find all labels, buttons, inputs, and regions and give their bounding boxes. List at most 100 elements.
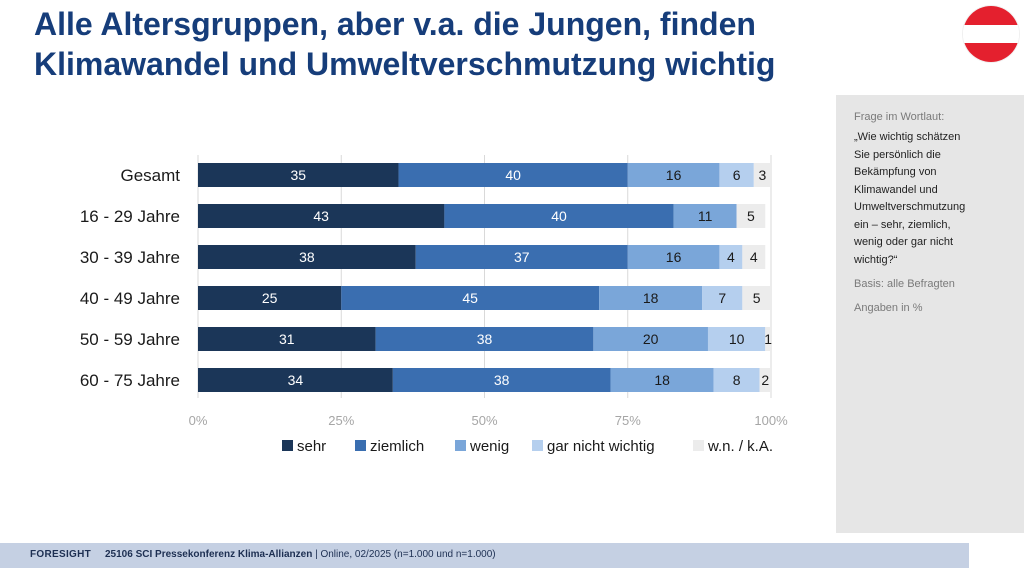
data-label: 38 [477, 331, 493, 347]
question-line: „Wie wichtig schätzen [854, 131, 961, 143]
footer-details: | Online, 02/2025 (n=1.000 und n=1.000) [312, 549, 496, 560]
bar-segment [759, 368, 771, 392]
data-label: 7 [718, 290, 726, 306]
legend-swatch [693, 440, 704, 451]
legend-swatch [282, 440, 293, 451]
data-label: 3 [759, 167, 767, 183]
question-line: wenig oder gar nicht [854, 236, 954, 248]
legend-label: w.n. / k.A. [707, 438, 773, 455]
x-tick-label: 100% [754, 413, 788, 428]
flag-stripe-bottom [963, 43, 1019, 62]
data-label: 8 [733, 372, 741, 388]
bar-segment [713, 368, 760, 392]
stacked-bar-chart: 0% 25% 50% 75% 100% Gesamt 35 40 16 6 3 16 - 29 Jah… [80, 155, 788, 455]
data-label: 5 [747, 208, 755, 224]
bar-segment [198, 245, 416, 269]
bar-segment [702, 286, 743, 310]
bar-segment [444, 204, 674, 228]
footer-project: 25106 SCI Pressekonferenz Klima-Allianze… [105, 549, 313, 560]
data-label: 38 [299, 249, 315, 265]
legend-swatch [455, 440, 466, 451]
data-label: 4 [727, 249, 735, 265]
data-label: 34 [288, 372, 304, 388]
data-label: 20 [643, 331, 659, 347]
data-label: 11 [698, 208, 713, 224]
bar-segment [593, 327, 708, 351]
question-line: ein – sehr, ziemlich, [854, 218, 951, 231]
bar-segment [719, 245, 743, 269]
bar-segment [198, 286, 342, 310]
category-label: Gesamt [120, 166, 180, 185]
data-label: 4 [750, 249, 758, 265]
bar-segment [341, 286, 600, 310]
footer-bar: FORESIGHT 25106 SCI Pressekonferenz Klim… [0, 543, 969, 568]
footer-brand: FORESIGHT [30, 549, 92, 560]
data-label: 40 [505, 167, 521, 183]
legend-label: sehr [297, 438, 326, 455]
category-label: 60 - 75 Jahre [80, 371, 180, 390]
bar-segment [627, 245, 720, 269]
bar-segment [198, 204, 445, 228]
data-label: 18 [654, 372, 670, 388]
data-label: 10 [729, 331, 745, 347]
x-tick-label: 0% [189, 413, 208, 428]
bar-segment [707, 327, 766, 351]
question-line: Sie persönlich die [854, 148, 941, 161]
question-line: Bekämpfung von [854, 166, 937, 178]
legend-label: gar nicht wichtig [547, 438, 655, 455]
bar-segment [198, 368, 393, 392]
legend-swatch [355, 440, 366, 451]
data-label: 38 [494, 372, 510, 388]
bar-segment [375, 327, 594, 351]
bar-segment [610, 368, 714, 392]
question-line: wichtig?“ [854, 253, 898, 266]
data-label: 2 [761, 372, 769, 388]
flag-stripe-middle [963, 24, 1019, 44]
flag-stripe-top [963, 6, 1019, 25]
data-label: 16 [666, 167, 682, 183]
bar-segment [198, 327, 376, 351]
data-label: 31 [279, 331, 295, 347]
legend-label: wenig [469, 438, 509, 455]
x-tick-label: 50% [471, 413, 497, 428]
bar-segment [742, 245, 766, 269]
question-line: Umweltverschmutzung [854, 201, 966, 213]
bar-segment [398, 163, 628, 187]
footer-text: 25106 SCI Pressekonferenz Klima-Allianze… [105, 549, 496, 560]
title-line-1: Alle Altersgruppen, aber v.a. die Jungen… [34, 6, 756, 42]
bar-segment [753, 163, 771, 187]
data-label: 6 [733, 167, 741, 183]
bar-segment [736, 204, 766, 228]
page-title: Alle Altersgruppen, aber v.a. die Jungen… [34, 4, 914, 84]
data-label: 40 [551, 208, 567, 224]
question-line: Klimawandel und [854, 183, 938, 196]
legend-swatch [532, 440, 543, 451]
question-panel: Frage im Wortlaut: „Wie wichtig schätzen… [836, 95, 1024, 533]
bar-segment [765, 327, 771, 351]
category-label: 50 - 59 Jahre [80, 330, 180, 349]
data-label: 25 [262, 290, 278, 306]
x-tick-label: 75% [615, 413, 641, 428]
data-label: 5 [753, 290, 761, 306]
bar-segment [719, 163, 754, 187]
category-label: 40 - 49 Jahre [80, 289, 180, 308]
category-label: 16 - 29 Jahre [80, 207, 180, 226]
data-label: 35 [290, 167, 306, 183]
question-text: „Wie wichtig schätzen Sie persönlich die… [854, 129, 1004, 269]
bar-segment [742, 286, 771, 310]
data-label: 18 [643, 290, 659, 306]
data-label: 43 [313, 208, 329, 224]
bar-segment [599, 286, 703, 310]
basis-note: Basis: alle Befragten [854, 278, 955, 290]
question-label: Frage im Wortlaut: [854, 111, 945, 123]
data-label: 45 [462, 290, 478, 306]
bar-segment [392, 368, 611, 392]
x-tick-label: 25% [328, 413, 354, 428]
data-label: 1 [764, 331, 772, 347]
data-label: 37 [514, 249, 530, 265]
units-note: Angaben in % [854, 302, 923, 314]
category-label: 30 - 39 Jahre [80, 248, 180, 267]
data-label: 16 [666, 249, 682, 265]
bar-segment [198, 163, 399, 187]
bar-segment [415, 245, 628, 269]
